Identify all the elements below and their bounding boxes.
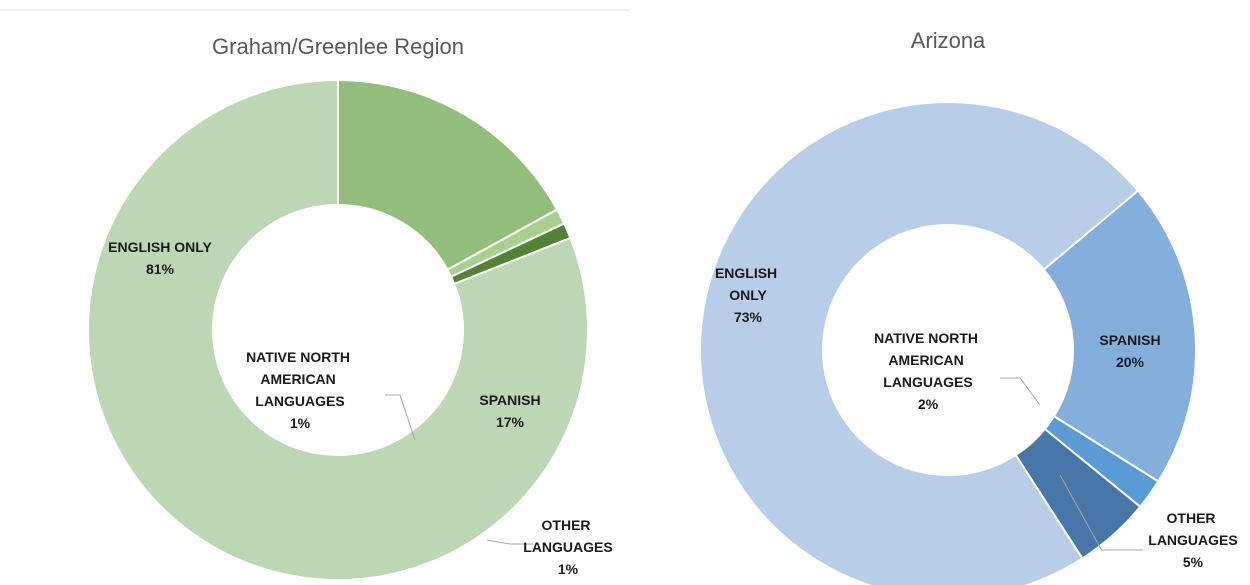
category-label: ENGLISH ONLY — [108, 239, 212, 255]
donut-segment — [1042, 189, 1197, 483]
value-label: 1% — [558, 561, 579, 577]
value-label: 5% — [1183, 554, 1204, 570]
label-line: AMERICAN — [888, 352, 967, 368]
label-line: LANGUAGES — [883, 374, 972, 390]
category-label: OTHER LANGUAGES — [523, 517, 612, 555]
chart-title: Arizona — [911, 28, 986, 53]
value-label: 1% — [290, 415, 311, 431]
donut-segment — [699, 101, 1140, 585]
category-label: NATIVE NORTH AMERICAN LANGUAGES — [874, 330, 982, 390]
category-label: ENGLISH ONLY — [715, 265, 781, 303]
label-line: SPANISH — [479, 392, 540, 408]
category-label: SPANISH — [1099, 332, 1160, 348]
value-label: 2% — [918, 396, 939, 412]
label-line: NATIVE NORTH — [874, 330, 982, 346]
leader-line — [1000, 377, 1041, 406]
leader-line — [486, 539, 533, 545]
label-line: NATIVE NORTH — [246, 349, 354, 365]
label-line: LANGUAGES — [255, 393, 344, 409]
label-line: SPANISH — [1099, 332, 1160, 348]
leader-line — [385, 394, 416, 441]
label-line: LANGUAGES — [523, 539, 612, 555]
donut-segment — [87, 78, 589, 581]
category-label: SPANISH — [479, 392, 540, 408]
label-line: ONLY — [729, 287, 767, 303]
value-label: 20% — [1116, 354, 1145, 370]
label-line: LANGUAGES — [1148, 532, 1237, 548]
donut-segment — [337, 78, 559, 272]
label-line: ENGLISH — [715, 265, 781, 281]
value-label: 81% — [146, 261, 175, 277]
leader-line — [1059, 474, 1143, 551]
category-label: OTHER LANGUAGES — [1148, 510, 1237, 548]
label-line: OTHER — [542, 517, 595, 533]
chart-title: Graham/Greenlee Region — [212, 34, 464, 59]
value-label: 17% — [496, 414, 525, 430]
label-line: AMERICAN — [260, 371, 339, 387]
label-line: ENGLISH ONLY — [108, 239, 212, 255]
category-label: NATIVE NORTH AMERICAN LANGUAGES — [246, 349, 354, 409]
value-label: 73% — [734, 309, 763, 325]
label-line: OTHER — [1167, 510, 1220, 526]
